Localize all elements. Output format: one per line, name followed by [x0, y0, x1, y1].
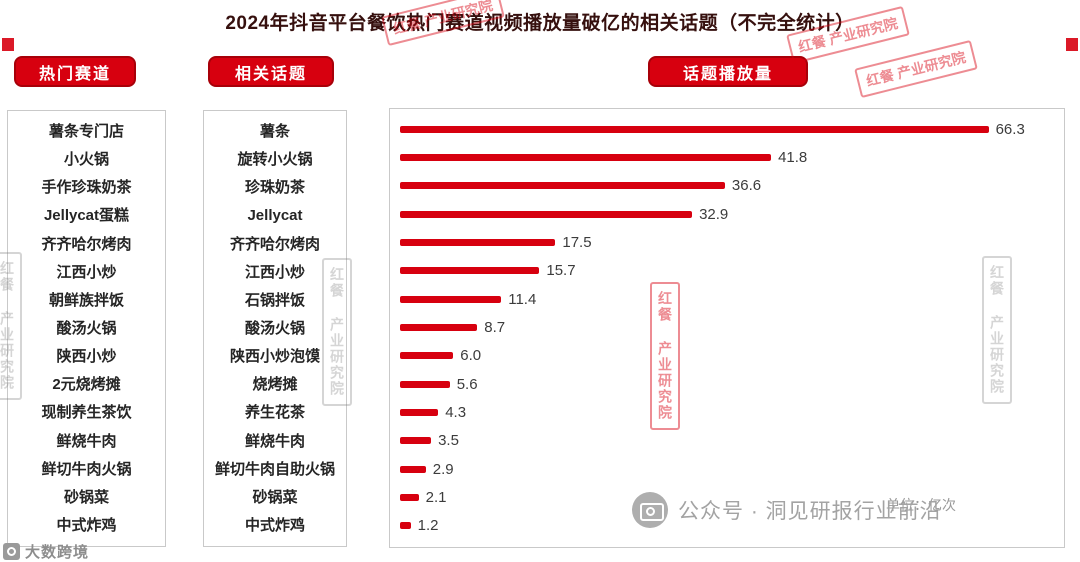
topic-item: 养生花茶	[244, 404, 305, 422]
bar-row: 2.1	[400, 489, 1054, 505]
bar	[400, 267, 540, 275]
bar	[400, 437, 432, 445]
bar	[400, 125, 989, 133]
topic-item: 石锅拌饭	[244, 291, 305, 309]
topic-item: 砂锅菜	[252, 488, 298, 506]
related-topics-list: 薯条旋转小火锅珍珠奶茶 Jellycat 齐齐哈尔烤肉 江西小炒石锅拌饭酸汤火锅陕西小…	[203, 110, 347, 547]
bar-row: 15.7	[400, 263, 1054, 279]
bar-row: 36.6	[400, 178, 1054, 194]
bar-value-label: 2.9	[432, 460, 454, 478]
bar	[400, 238, 556, 246]
bar-row: 66.3	[400, 121, 1054, 137]
bar	[400, 380, 450, 388]
bar-value-label: 66.3	[995, 120, 1025, 138]
bar	[400, 153, 772, 161]
topic-item: 齐齐哈尔烤肉	[229, 235, 320, 253]
bar-row: 4.3	[400, 404, 1054, 420]
track-item: 砂锅菜	[63, 488, 109, 506]
track-item: 现制养生茶饮	[41, 404, 132, 422]
bar-row: 5.6	[400, 376, 1054, 392]
track-item: 2元烧烤摊	[52, 376, 121, 394]
bar-value-label: 41.8	[778, 148, 808, 166]
topic-item: 珍珠奶茶	[244, 179, 305, 197]
track-item: 鲜切牛肉火锅	[41, 460, 132, 478]
bar	[400, 323, 478, 331]
bar-value-label: 6.0	[460, 347, 482, 365]
hot-tracks-list: 薯条专门店小火锅手作珍珠奶茶 Jellycat蛋糕 齐齐哈尔烤肉 江西小炒朝鲜族拌饭酸…	[7, 110, 166, 547]
track-item: 手作珍珠奶茶	[41, 179, 132, 197]
topic-item: 旋转小火锅	[237, 151, 313, 169]
bar-value-label: 11.4	[508, 290, 537, 308]
bar-value-label: 8.7	[484, 318, 506, 336]
bar	[400, 210, 693, 218]
track-item: 陕西小炒	[56, 348, 117, 366]
topic-item: 江西小炒	[244, 263, 305, 281]
bar-row: 32.9	[400, 206, 1054, 222]
bar-row: 2.9	[400, 461, 1054, 477]
bar	[400, 408, 439, 416]
bar	[400, 295, 502, 303]
badge-related-topics: 相关话题	[208, 56, 334, 87]
bar-value-label: 5.6	[456, 375, 478, 393]
track-item: 鲜烧牛肉	[56, 432, 117, 450]
track-item: 朝鲜族拌饭	[48, 291, 124, 309]
track-item: 江西小炒	[56, 263, 117, 281]
brand-watermark: 大数跨境	[3, 541, 89, 562]
track-item: 酸汤火锅	[56, 319, 117, 337]
topic-item: 烧烤摊	[252, 376, 298, 394]
track-item: Jellycat蛋糕	[43, 207, 130, 225]
bar-value-label: 36.6	[731, 177, 762, 195]
bar-value-label: 17.5	[562, 233, 592, 251]
bar	[400, 493, 419, 501]
brand-watermark-text: 大数跨境	[25, 544, 90, 561]
topic-item: Jellycat	[247, 207, 303, 225]
topic-item: 酸汤火锅	[244, 319, 305, 337]
bar-row: 17.5	[400, 234, 1054, 250]
bar-value-label: 1.2	[417, 517, 439, 535]
corner-mark-left	[2, 38, 14, 51]
bar-row: 3.5	[400, 433, 1054, 449]
bar-row: 1.2	[400, 518, 1054, 534]
topic-item: 中式炸鸡	[244, 516, 305, 534]
track-item: 中式炸鸡	[56, 516, 117, 534]
track-item: 薯条专门店	[48, 123, 124, 140]
bar-value-label: 3.5	[438, 432, 459, 450]
bar	[400, 522, 411, 530]
bar-value-label: 15.7	[546, 262, 576, 280]
topic-item: 鲜切牛肉自助火锅	[214, 460, 335, 478]
watermark-stamp: 红餐 产业研究院	[854, 39, 978, 99]
bar-value-label: 4.3	[445, 403, 467, 421]
bar	[400, 465, 426, 473]
bar-row: 41.8	[400, 149, 1054, 165]
badge-hot-tracks: 热门赛道	[14, 56, 136, 87]
track-item: 小火锅	[63, 151, 109, 169]
bar	[400, 182, 725, 190]
bar-chart: 66.3 41.8 36.6 32.9 17.5 15.7 11.4 8.7 6.0 5.6 4.3…	[389, 108, 1065, 548]
track-item: 齐齐哈尔烤肉	[41, 235, 132, 253]
unit-label: 单位：亿次	[886, 497, 956, 513]
page-title: 2024年抖音平台餐饮热门赛道视频播放量破亿的相关话题（不完全统计）	[225, 13, 855, 34]
bar-value-label: 2.1	[425, 488, 447, 506]
bar	[400, 352, 454, 360]
bar-chart-rows: 66.3 41.8 36.6 32.9 17.5 15.7 11.4 8.7 6.0 5.6 4.3…	[390, 109, 1064, 547]
bar-value-label: 32.9	[699, 205, 729, 223]
badge-topic-plays: 话题播放量	[648, 56, 808, 87]
bar-row: 8.7	[400, 319, 1054, 335]
bar-row: 6.0	[400, 348, 1054, 364]
corner-mark-right	[1066, 38, 1078, 51]
bar-row: 11.4	[400, 291, 1054, 307]
brand-logo-icon	[3, 543, 20, 560]
topic-item: 鲜烧牛肉	[244, 432, 305, 450]
topic-item: 陕西小炒泡馍	[229, 348, 320, 366]
topic-item: 薯条	[259, 123, 290, 140]
